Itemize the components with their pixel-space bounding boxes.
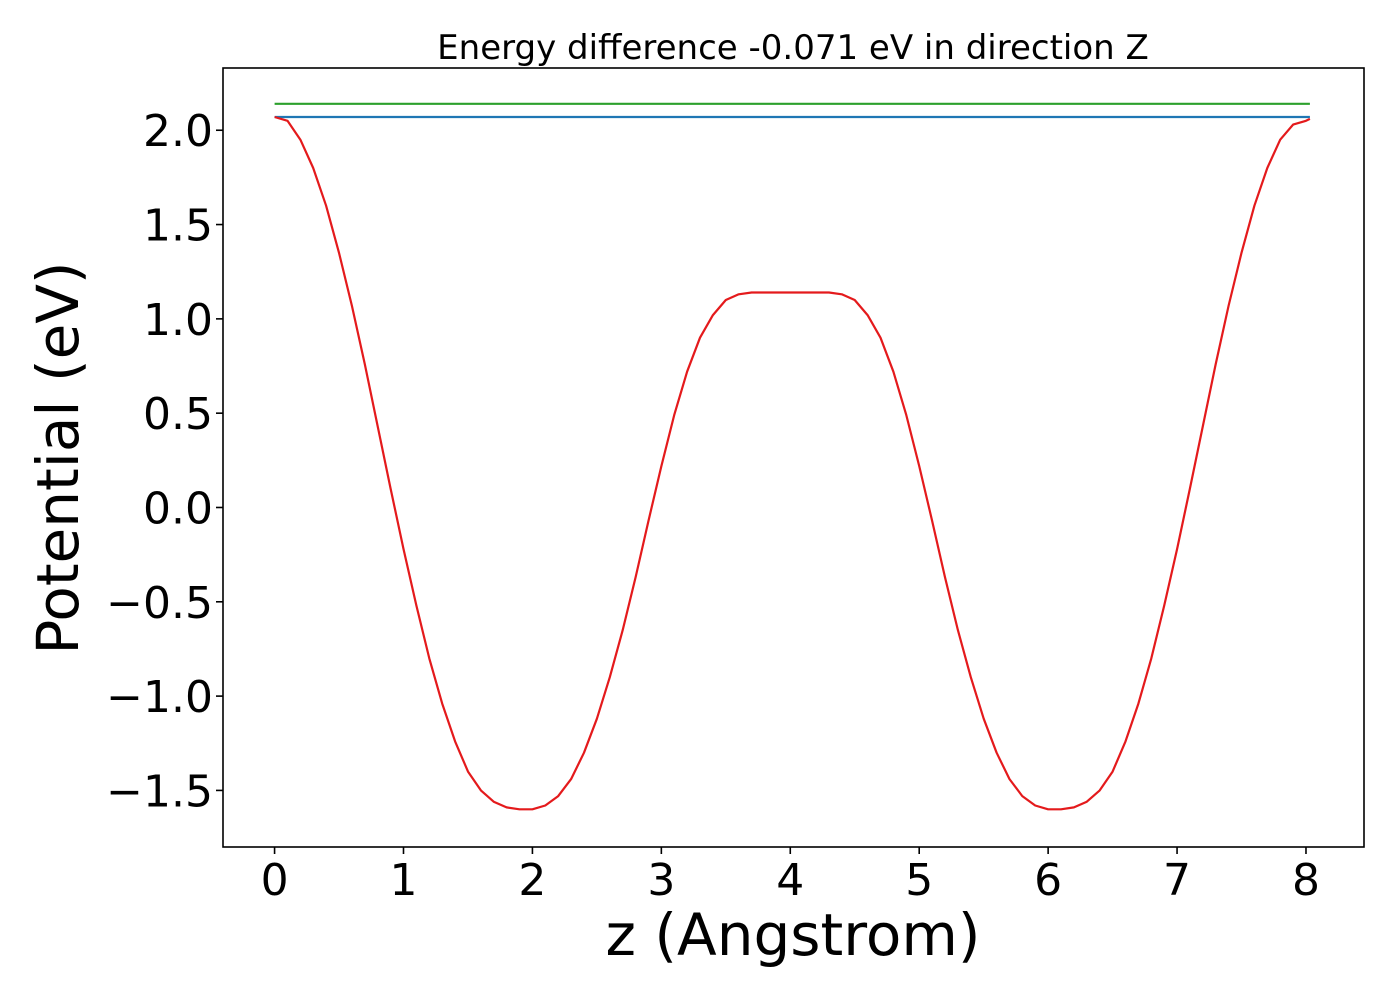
- x-axis-ticks: 0 1 2 3 4 5 6 7 8: [261, 847, 1320, 906]
- x-tick-label: 1: [389, 855, 417, 906]
- x-tick-label: 2: [518, 855, 546, 906]
- y-tick-label: 2.0: [143, 106, 213, 157]
- y-tick-label: −1.5: [106, 766, 213, 817]
- x-tick-label: 5: [905, 855, 933, 906]
- chart-title: Energy difference -0.071 eV in direction…: [437, 28, 1149, 68]
- plot-area-frame: [222, 67, 1365, 848]
- x-axis-title: z (Angstrom): [606, 901, 981, 969]
- y-axis-ticks: −1.5 −1.0 −0.5 0.0 0.5 1.0 1.5 2.0: [106, 106, 223, 817]
- y-tick-label: 1.0: [143, 295, 213, 346]
- y-tick-label: 0.5: [143, 389, 213, 440]
- x-tick-label: 7: [1163, 855, 1191, 906]
- x-tick-label: 4: [776, 855, 804, 906]
- x-tick-label: 3: [647, 855, 675, 906]
- y-tick-label: −1.0: [106, 672, 213, 723]
- y-axis-title: Potential (eV): [24, 261, 92, 654]
- y-tick-label: 0.0: [143, 483, 213, 534]
- x-tick-label: 8: [1292, 855, 1320, 906]
- series-line-3: [274, 115, 1311, 811]
- x-tick-label: 0: [261, 855, 289, 906]
- y-tick-label: 1.5: [143, 201, 213, 252]
- series-layer: [274, 102, 1311, 811]
- y-tick-label: −0.5: [106, 578, 213, 629]
- x-tick-label: 6: [1034, 855, 1062, 906]
